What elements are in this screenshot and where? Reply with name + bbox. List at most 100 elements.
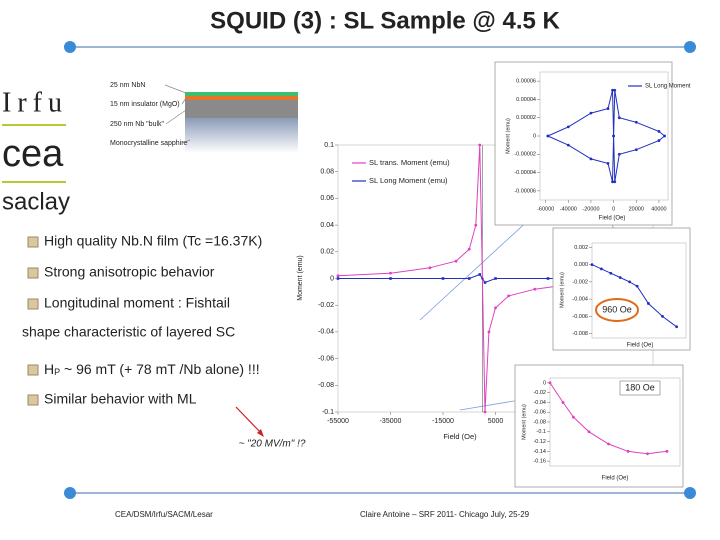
data-point bbox=[572, 415, 575, 419]
y-tick-label: -0.00004 bbox=[514, 170, 536, 176]
x-tick-label: -20000 bbox=[582, 206, 599, 212]
chart: 0.1 0.08 0.06 0.04 0.02 0 -0.02 -0.04 -0.06 -0.08… bbox=[297, 142, 655, 441]
data-point bbox=[548, 381, 552, 385]
bullet: Similar behavior with ML bbox=[44, 391, 197, 407]
legend-label: SL Long Moment bbox=[645, 84, 691, 90]
data-point bbox=[336, 277, 340, 280]
bullet: Strong anisotropic behavior bbox=[44, 264, 215, 280]
y-axis-label: Moment (emu) bbox=[297, 255, 304, 301]
y-tick-label: 0.08 bbox=[320, 169, 334, 176]
y-tick-label: -0.02 bbox=[533, 390, 546, 396]
chart: 0 -0.02 -0.04 -0.06 -0.08 -0.1 -0.12 -0.14 -0.16… bbox=[514, 364, 684, 488]
plot-area bbox=[591, 242, 687, 339]
y-tick-label: -0.08 bbox=[533, 419, 546, 425]
annotation-box bbox=[619, 380, 661, 396]
data-point bbox=[483, 281, 487, 284]
y-tick-label: 0.06 bbox=[320, 195, 334, 202]
data-point bbox=[441, 277, 445, 280]
data-point bbox=[635, 284, 639, 288]
y-tick-label: -0.04 bbox=[533, 400, 546, 406]
data-point bbox=[566, 143, 570, 147]
y-tick-label: -0.1 bbox=[537, 429, 546, 435]
hp-rest: ~ 96 mT (+ 78 mT /Nb alone) !!! bbox=[60, 361, 259, 377]
y-tick-label: -0.06 bbox=[318, 355, 334, 362]
x-tick-label: 0 bbox=[612, 206, 615, 212]
y-tick-label: -0.004 bbox=[572, 297, 588, 303]
y-tick-label: -0.008 bbox=[572, 331, 588, 337]
charts: 0.1 0.08 0.06 0.04 0.02 0 -0.02 -0.04 -0.06 -0.08… bbox=[297, 61, 691, 488]
y-tick-label: 0 bbox=[330, 275, 334, 282]
y-tick-label: -0.08 bbox=[318, 382, 334, 389]
y-tick-label: 0.00004 bbox=[516, 97, 536, 103]
legend-label: SL Long Moment (emu) bbox=[369, 176, 448, 185]
data-point bbox=[607, 442, 610, 446]
bullet-hp: HP ~ 96 mT (+ 78 mT /Nb alone) !!! bbox=[44, 361, 260, 378]
y-tick-label: 0.04 bbox=[320, 222, 334, 229]
data-point bbox=[389, 271, 392, 275]
data-point bbox=[613, 88, 617, 92]
layer-pointer bbox=[165, 109, 187, 125]
annotation-ring bbox=[595, 298, 639, 322]
bullet-marker bbox=[27, 394, 39, 406]
data-point bbox=[663, 134, 667, 138]
data-point bbox=[600, 267, 603, 271]
series-line bbox=[549, 382, 668, 455]
bullet-marker bbox=[27, 364, 39, 376]
field-annotation: ~ "20 MV/m" !? bbox=[239, 439, 306, 450]
data-point bbox=[590, 263, 594, 266]
data-point bbox=[587, 430, 591, 434]
layer-pointer bbox=[181, 139, 191, 144]
red-arrowhead bbox=[257, 429, 264, 437]
layer-label: 15 nm insulator (MgO) bbox=[110, 101, 180, 108]
data-point bbox=[474, 223, 478, 227]
x-tick-label: -55000 bbox=[327, 418, 349, 425]
inset-frame bbox=[552, 227, 691, 351]
data-point bbox=[494, 306, 497, 310]
rule-dot bbox=[684, 41, 696, 53]
layer-label: 25 nm NbN bbox=[110, 82, 145, 89]
layer-pointer bbox=[164, 84, 187, 94]
footer-left: CEA/DSM/Irfu/SACM/Lesar bbox=[115, 510, 213, 519]
red-arrow bbox=[235, 406, 263, 435]
y-tick-label: -0.06 bbox=[533, 410, 546, 416]
x-axis-label: Field (Oe) bbox=[599, 216, 626, 222]
y-tick-label: -0.14 bbox=[533, 449, 546, 455]
data-point bbox=[428, 266, 432, 270]
chart: 0.002 0.000 -0.002 -0.004 -0.006 -0.008 Moment… bbox=[552, 227, 691, 351]
data-point bbox=[494, 277, 497, 280]
data-point bbox=[611, 88, 614, 92]
data-point bbox=[657, 139, 661, 142]
data-point bbox=[606, 162, 610, 165]
data-point bbox=[478, 273, 482, 276]
y-axis-label: Moment (emu) bbox=[505, 118, 511, 154]
data-point bbox=[487, 330, 491, 334]
annotation: 960 Oe bbox=[602, 304, 632, 314]
logo-saclay: saclay bbox=[2, 188, 70, 215]
bullet-marker bbox=[27, 267, 39, 279]
data-point bbox=[617, 152, 621, 156]
data-point bbox=[589, 111, 593, 115]
logo-cea: cea bbox=[2, 133, 64, 175]
y-tick-label: 0.00006 bbox=[516, 79, 536, 85]
data-point bbox=[634, 120, 638, 124]
data-point bbox=[634, 148, 638, 152]
layer-nb bbox=[185, 100, 298, 118]
data-point bbox=[533, 287, 537, 291]
data-point bbox=[546, 134, 550, 138]
data-point bbox=[646, 452, 649, 456]
layer-nbn bbox=[185, 92, 298, 96]
x-axis-label: Field (Oe) bbox=[443, 432, 477, 441]
bullet-marker bbox=[27, 236, 39, 248]
layer-label: 250 nm Nb "bulk" bbox=[110, 121, 165, 128]
data-point bbox=[665, 449, 669, 453]
data-point bbox=[483, 410, 487, 414]
data-point bbox=[628, 280, 631, 284]
footer-right: Claire Antoine – SRF 2011- Chicago July,… bbox=[360, 510, 530, 519]
data-point bbox=[612, 134, 616, 138]
y-tick-label: -0.002 bbox=[572, 279, 588, 285]
x-axis-label: Field (Oe) bbox=[602, 476, 629, 482]
data-point bbox=[507, 294, 511, 298]
y-tick-label: -0.04 bbox=[318, 329, 334, 336]
y-axis-label: Moment (emu) bbox=[559, 272, 565, 308]
x-tick-label: 20000 bbox=[629, 206, 644, 212]
